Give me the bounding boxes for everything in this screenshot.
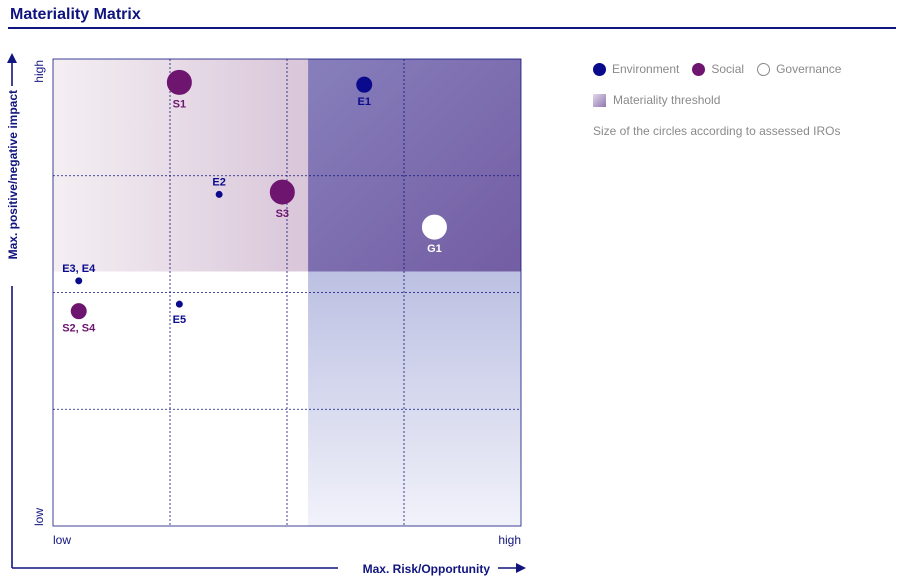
x-axis-title: Max. Risk/Opportunity: [363, 562, 491, 576]
y-axis-label-bg: [3, 86, 21, 286]
legend-categories: Environment Social Governance: [593, 60, 854, 78]
legend-item-governance: Governance: [757, 62, 841, 76]
point-label-e1: E1: [357, 96, 370, 108]
point-label-s2-s4: S2, S4: [62, 323, 96, 335]
legend-label-governance: Governance: [776, 62, 842, 76]
legend-label-social: Social: [711, 62, 745, 76]
social-dot-icon: [692, 62, 706, 76]
point-label-e2: E2: [212, 176, 225, 188]
point-s3: [269, 179, 295, 205]
point-label-s1: S1: [173, 98, 186, 110]
grid-lines: [53, 59, 521, 526]
title-divider: [8, 27, 896, 29]
legend-label-environment: Environment: [612, 62, 680, 76]
point-label-g1: G1: [427, 243, 442, 255]
legend-item-social: Social: [692, 62, 744, 76]
x-tick-low: low: [53, 533, 71, 547]
point-e1: [356, 76, 373, 93]
governance-dot-icon: [757, 62, 771, 76]
threshold-swatch-icon: [593, 93, 606, 107]
materiality-region-risk: [308, 271, 521, 526]
point-label-e5: E5: [173, 314, 186, 326]
point-s1: [166, 69, 192, 95]
chart-title: Materiality Matrix: [10, 6, 141, 23]
point-e2: [215, 190, 223, 198]
legend: Environment Social Governance Materialit…: [593, 60, 854, 138]
legend-note: Size of the circles according to assesse…: [593, 124, 841, 138]
point-g1: [421, 214, 447, 240]
materiality-region-both: [308, 59, 521, 272]
point-e3-e4: [75, 277, 83, 285]
environment-dot-icon: [593, 62, 606, 76]
point-label-e3-e4: E3, E4: [62, 263, 96, 275]
legend-threshold: Materiality threshold: [593, 93, 854, 107]
point-e5: [175, 300, 183, 308]
y-tick-low: low: [32, 508, 46, 526]
y-axis-title: Max. positive/negative impact: [6, 90, 20, 259]
data-points: S1 E1 E2 S3 G1 E3, E4 S2, S4 E5: [62, 69, 447, 335]
point-label-s3: S3: [276, 208, 289, 220]
y-tick-high: high: [32, 60, 46, 83]
x-axis-label-bg: [338, 559, 498, 577]
plot-frame: [52, 58, 522, 527]
legend-threshold-label: Materiality threshold: [613, 93, 721, 107]
legend-item-environment: Environment: [593, 62, 679, 76]
x-tick-high: high: [498, 533, 521, 547]
point-s2-s4: [70, 303, 87, 320]
